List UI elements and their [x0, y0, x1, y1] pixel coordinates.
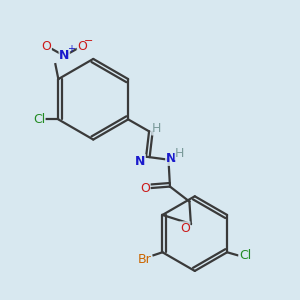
Text: Cl: Cl	[239, 249, 251, 262]
Text: H: H	[152, 122, 161, 135]
Text: Br: Br	[138, 253, 152, 266]
Text: O: O	[41, 40, 51, 53]
Text: H: H	[175, 147, 184, 160]
Text: N: N	[59, 49, 70, 62]
Text: O: O	[140, 182, 150, 196]
Text: N: N	[166, 152, 176, 165]
Text: O: O	[180, 222, 190, 235]
Text: Cl: Cl	[33, 113, 45, 126]
Text: +: +	[67, 44, 75, 54]
Text: O: O	[77, 40, 87, 53]
Text: −: −	[83, 36, 93, 46]
Text: N: N	[135, 155, 145, 168]
